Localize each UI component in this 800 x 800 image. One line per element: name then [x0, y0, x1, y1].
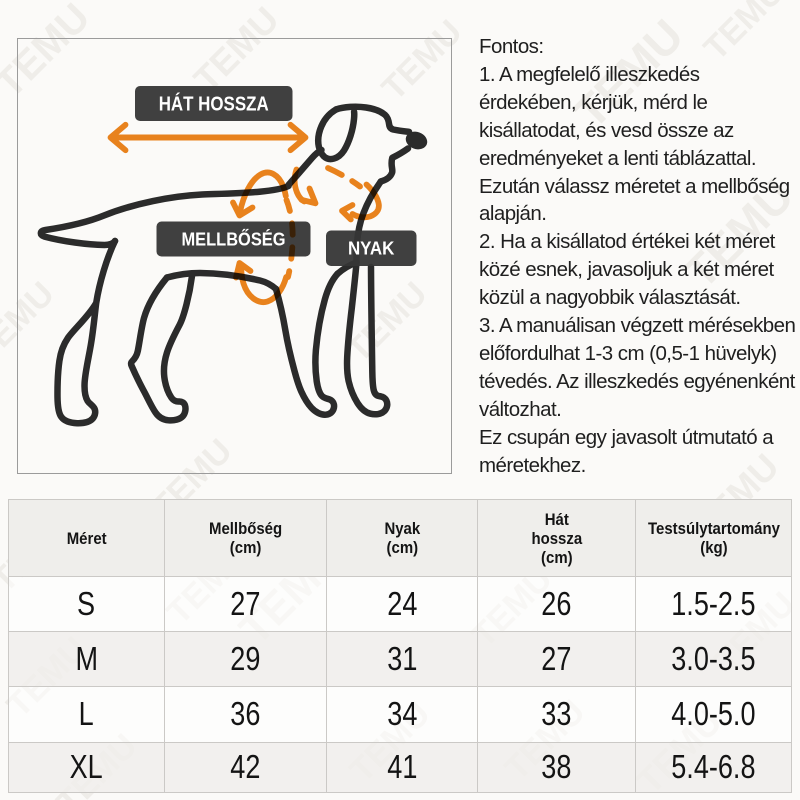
svg-text:NYAK: NYAK	[348, 238, 395, 259]
svg-text:HÁT HOSSZA: HÁT HOSSZA	[159, 93, 269, 116]
svg-text:MELLBŐSÉG: MELLBŐSÉG	[182, 229, 286, 250]
